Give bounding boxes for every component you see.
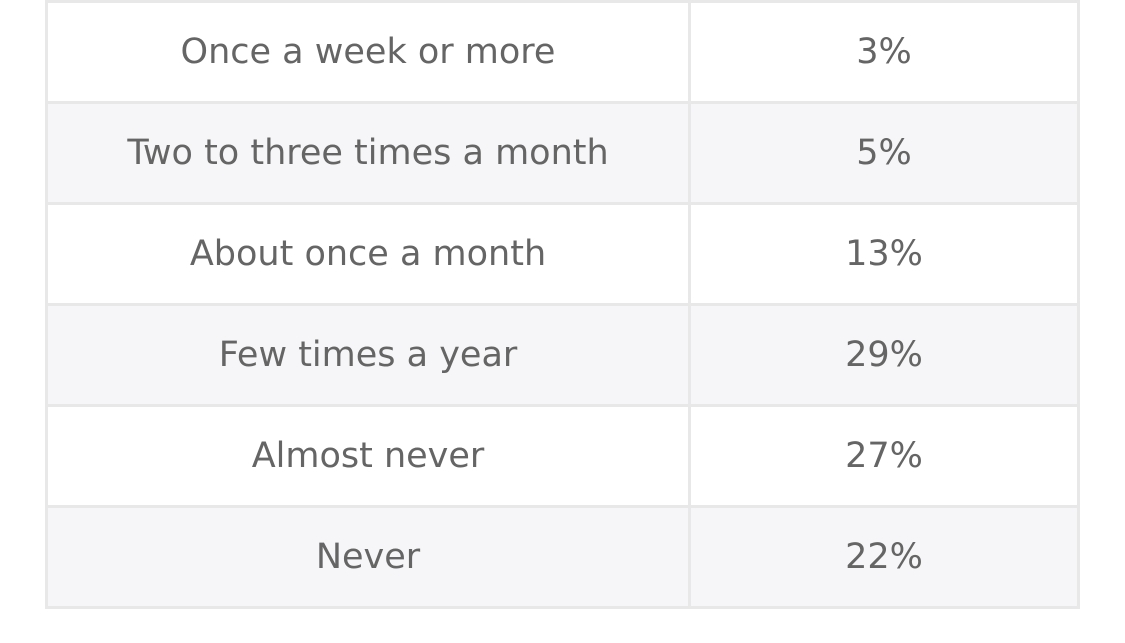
table-row: Never 22%	[45, 505, 1080, 609]
frequency-cell: Two to three times a month	[45, 101, 691, 205]
frequency-table: Once a week or more 3% Two to three times…	[45, 0, 1080, 609]
frequency-cell: Almost never	[45, 404, 691, 508]
table-row: Few times a year 29%	[45, 303, 1080, 407]
percent-cell: 22%	[688, 505, 1080, 609]
table-row: Once a week or more 3%	[45, 0, 1080, 104]
frequency-cell: About once a month	[45, 202, 691, 306]
frequency-cell: Once a week or more	[45, 0, 691, 104]
frequency-cell: Few times a year	[45, 303, 691, 407]
table-row: Almost never 27%	[45, 404, 1080, 508]
percent-cell: 13%	[688, 202, 1080, 306]
percent-cell: 27%	[688, 404, 1080, 508]
table-row: About once a month 13%	[45, 202, 1080, 306]
percent-cell: 29%	[688, 303, 1080, 407]
frequency-cell: Never	[45, 505, 691, 609]
table-row: Two to three times a month 5%	[45, 101, 1080, 205]
percent-cell: 5%	[688, 101, 1080, 205]
percent-cell: 3%	[688, 0, 1080, 104]
